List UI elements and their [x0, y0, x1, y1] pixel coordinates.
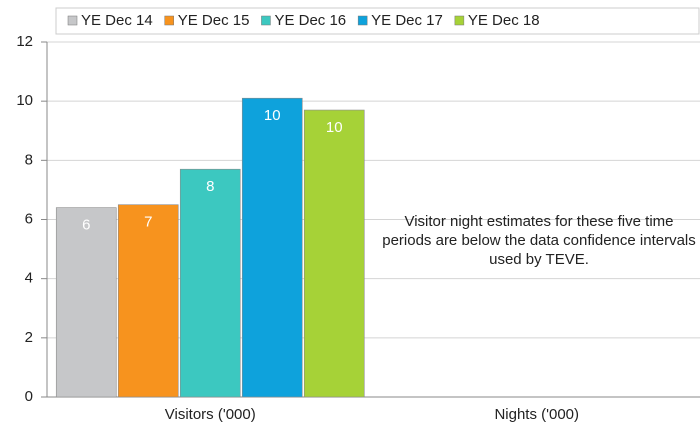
bar: [241, 97, 303, 398]
value-label: 7: [144, 214, 152, 231]
value-label: 8: [206, 178, 214, 195]
legend-label: YE Dec 16: [274, 12, 346, 29]
legend-swatch: [164, 15, 174, 26]
legend-box: [55, 7, 700, 35]
x-tick-label: Visitors ('000): [165, 406, 256, 423]
legend-label: YE Dec 18: [468, 12, 540, 29]
legend-swatch: [454, 15, 465, 26]
y-tick-label: 0: [25, 388, 33, 405]
legend-swatch: [67, 15, 78, 26]
bar: [117, 204, 179, 398]
y-tick-label: 6: [25, 210, 33, 227]
value-label: 10: [326, 119, 343, 136]
bar: [179, 168, 241, 398]
y-tick-label: 10: [16, 92, 33, 109]
legend-label: YE Dec 17: [371, 12, 443, 29]
legend-swatch: [261, 15, 271, 26]
legend-swatch: [357, 15, 368, 26]
legend-label: YE Dec 15: [178, 12, 250, 29]
legend-label: YE Dec 14: [81, 12, 153, 29]
x-tick-label: Nights ('000): [494, 406, 579, 423]
annotation: Visitor night estimates for these five t…: [382, 213, 696, 268]
y-tick-label: 4: [25, 270, 33, 287]
bar: [303, 109, 365, 398]
bar: [55, 207, 117, 398]
y-tick-label: 8: [25, 151, 33, 168]
y-tick-label: 2: [25, 329, 33, 346]
value-label: 10: [264, 107, 281, 124]
value-label: 6: [82, 217, 90, 234]
y-tick-label: 12: [16, 33, 33, 50]
